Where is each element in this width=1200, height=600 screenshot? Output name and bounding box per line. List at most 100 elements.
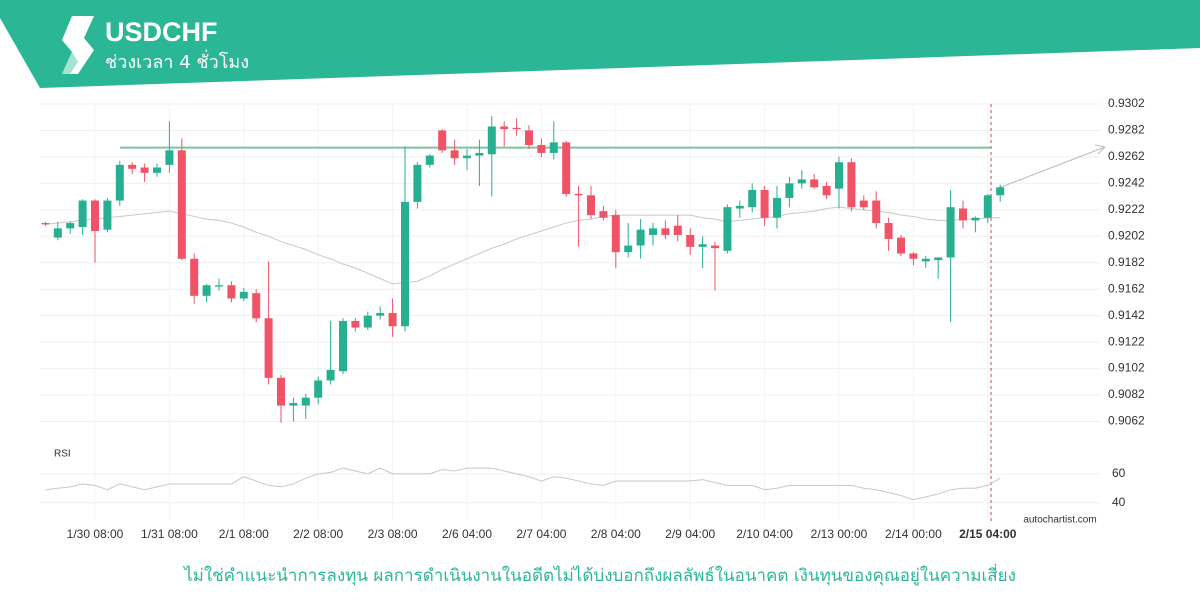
- forecast-arrow: [995, 144, 1107, 190]
- candle-body: [996, 187, 1005, 196]
- logo: [62, 16, 94, 74]
- moving-average-line: [45, 206, 1001, 285]
- header-band: [0, 0, 1200, 88]
- candle-body: [239, 291, 248, 299]
- candle-body: [66, 223, 75, 229]
- candle-body: [475, 152, 484, 156]
- candle-body: [351, 320, 360, 328]
- rsi-label: RSI: [54, 449, 71, 460]
- candle-body: [859, 200, 868, 208]
- candle-body: [649, 228, 657, 235]
- y-tick-label: 0.9182: [1108, 255, 1145, 269]
- candle-body: [797, 179, 806, 184]
- candle-body: [934, 257, 943, 261]
- candle-body: [326, 369, 335, 381]
- y-tick-label: 0.9122: [1108, 334, 1145, 348]
- candle-body: [215, 285, 223, 287]
- candle-body: [773, 197, 781, 218]
- y-tick-label: 0.9222: [1108, 202, 1145, 216]
- candle-body: [363, 315, 372, 328]
- watermark: autochartist.com: [1023, 515, 1096, 526]
- candle-body: [314, 380, 323, 398]
- candle-body: [264, 318, 273, 378]
- candle-body: [413, 164, 422, 202]
- candle-body: [599, 211, 608, 218]
- candle-body: [897, 237, 905, 254]
- candle-body: [810, 179, 819, 188]
- candle-body: [425, 155, 434, 165]
- candle-body: [872, 200, 881, 224]
- candle-body: [835, 162, 843, 189]
- candle-body: [562, 142, 571, 194]
- candle-body: [698, 244, 707, 247]
- candle-body: [165, 150, 174, 165]
- candle-body: [711, 245, 719, 249]
- candle-body: [909, 253, 918, 259]
- candle-body: [103, 200, 112, 230]
- candle-body: [78, 200, 87, 228]
- candle-body: [277, 377, 285, 406]
- candle-body: [636, 229, 645, 246]
- candle-body: [301, 397, 310, 406]
- candle-body: [748, 189, 757, 208]
- candle-body: [140, 167, 149, 173]
- candle-body: [450, 150, 459, 159]
- x-tick-label: 1/31 08:00: [141, 527, 198, 541]
- candle-body: [41, 223, 50, 225]
- candle-body: [525, 130, 533, 146]
- x-tick-label: 2/7 04:00: [516, 527, 566, 541]
- rsi-tick-label: 60: [1112, 466, 1126, 480]
- candle-body: [463, 155, 471, 159]
- candle-body: [500, 126, 509, 130]
- candle-body: [376, 313, 385, 316]
- candle-body: [735, 205, 744, 209]
- candle-body: [177, 150, 186, 259]
- x-tick-label: 2/13 00:00: [811, 527, 868, 541]
- candle-body: [153, 167, 161, 173]
- candle-body: [946, 207, 955, 258]
- candle-body: [673, 225, 682, 235]
- disclaimer: ไม่ใช่คำแนะนำการลงทุน ผลการดำเนินงานในอด…: [182, 563, 1016, 586]
- y-tick-label: 0.9242: [1108, 176, 1145, 190]
- candle-body: [537, 145, 546, 153]
- candle-body: [574, 193, 583, 196]
- candle-body: [959, 208, 967, 221]
- candle-body: [512, 127, 521, 130]
- candle-body: [401, 201, 409, 327]
- y-tick-label: 0.9202: [1108, 228, 1145, 242]
- candle-body: [760, 189, 769, 218]
- x-tick-label: 1/30 08:00: [67, 527, 124, 541]
- candle-body: [438, 130, 447, 151]
- candle-body: [227, 285, 236, 299]
- candle-body: [190, 258, 199, 296]
- x-tick-label: 2/14 00:00: [885, 527, 942, 541]
- candle-body: [884, 223, 893, 239]
- x-tick-label: 2/8 04:00: [591, 527, 641, 541]
- candle-body: [202, 285, 211, 296]
- x-tick-label: 2/6 04:00: [442, 527, 492, 541]
- candle-body: [686, 234, 695, 247]
- candle-body: [53, 228, 62, 238]
- x-tick-label: 2/10 04:00: [736, 527, 793, 541]
- candle-body: [128, 164, 137, 169]
- candle-body: [785, 183, 794, 198]
- candle-body: [289, 402, 298, 406]
- chart-title: USDCHF: [105, 17, 218, 47]
- candle-body: [339, 320, 347, 372]
- candle-body: [611, 215, 620, 253]
- y-tick-label: 0.9162: [1108, 281, 1145, 295]
- x-tick-label: 2/1 08:00: [219, 527, 269, 541]
- candle-body: [624, 245, 633, 253]
- x-tick-label: 2/15 04:00: [959, 527, 1017, 541]
- candle-body: [252, 293, 261, 319]
- y-tick-label: 0.9262: [1108, 149, 1145, 163]
- chart-subtitle: ช่วงเวลา 4 ชั่วโมง: [105, 49, 249, 73]
- candle-body: [661, 228, 670, 235]
- x-tick-label: 2/9 04:00: [665, 527, 715, 541]
- candle-body: [847, 162, 856, 208]
- y-tick-label: 0.9302: [1108, 96, 1145, 110]
- x-tick-label: 2/3 08:00: [368, 527, 418, 541]
- candle-body: [91, 200, 99, 231]
